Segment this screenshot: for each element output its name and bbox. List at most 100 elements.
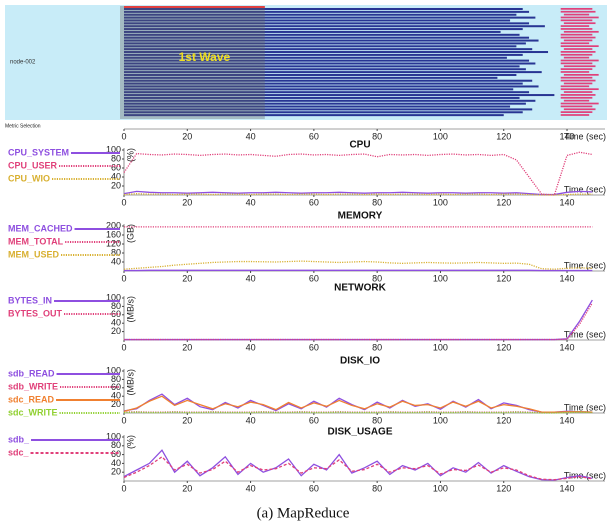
series-line — [123, 260, 593, 270]
reduce-task — [560, 59, 599, 62]
x-tick-label: 80 — [372, 415, 382, 425]
y-tick-label: 60 — [111, 162, 121, 172]
x-tick-label: 80 — [372, 483, 382, 493]
series-line — [123, 190, 593, 196]
series-line — [123, 395, 593, 413]
x-tick-label: 140 — [560, 197, 575, 207]
x-tick-label: 40 — [246, 415, 256, 425]
y-tick-label: 40 — [111, 391, 121, 401]
panel-title: MEMORY — [338, 211, 383, 222]
legend-label: sdb_WRITE — [8, 381, 58, 391]
y-tick-label: 100 — [106, 292, 121, 302]
map-task — [124, 85, 539, 88]
map-task — [124, 51, 549, 54]
legend-label: sdc_ — [8, 447, 30, 457]
caption: (a) MapReduce — [257, 505, 350, 521]
map-task — [124, 33, 520, 36]
map-task — [124, 99, 536, 102]
y-tick-label: 40 — [111, 256, 121, 266]
reduce-task — [560, 42, 590, 45]
x-tick-label: 80 — [372, 197, 382, 207]
map-task — [124, 45, 517, 48]
reduce-task — [560, 45, 599, 48]
x-tick-label: 0 — [121, 197, 126, 207]
reduce-task — [560, 8, 593, 10]
map-task — [124, 59, 530, 62]
map-task — [124, 88, 514, 91]
x-tick-label: 100 — [433, 415, 448, 425]
x-axis-label: Time (sec) — [564, 329, 606, 339]
x-tick-label: 100 — [433, 131, 448, 141]
reduce-task — [560, 33, 593, 36]
x-tick-label: 140 — [560, 273, 575, 283]
map-task — [124, 105, 511, 108]
reduce-task — [560, 94, 596, 96]
panel-title: DISK_IO — [340, 356, 380, 367]
map-task — [124, 19, 511, 22]
x-tick-label: 40 — [246, 483, 256, 493]
map-task — [124, 114, 504, 117]
series-line — [123, 449, 593, 481]
wave-highlight — [120, 6, 265, 119]
x-tick-label: 40 — [246, 131, 256, 141]
panel-title: DISK_USAGE — [327, 427, 392, 438]
map-task — [124, 42, 526, 45]
reduce-task — [563, 108, 596, 111]
reduce-task — [563, 65, 596, 68]
map-task — [124, 73, 517, 76]
map-task — [124, 91, 530, 94]
reduce-task — [560, 71, 590, 73]
x-tick-label: 0 — [121, 483, 126, 493]
map-task — [124, 39, 539, 42]
x-tick-label: 80 — [372, 131, 382, 141]
panel-title: NETWORK — [334, 283, 386, 294]
series-line — [124, 299, 593, 341]
series-line — [123, 151, 593, 196]
x-tick-label: 0 — [121, 342, 126, 352]
y-tick-label: 100 — [106, 365, 121, 375]
map-task — [124, 96, 520, 99]
x-tick-label: 40 — [246, 342, 256, 352]
y-unit: (%) — [125, 435, 135, 449]
map-task — [124, 111, 523, 114]
reduce-task — [563, 91, 593, 93]
reduce-task — [560, 102, 599, 105]
reduce-task — [560, 85, 590, 88]
reduce-task — [560, 36, 596, 39]
map-task — [124, 102, 526, 105]
x-tick-label: 120 — [496, 273, 511, 283]
x-tick-label: 20 — [182, 483, 192, 493]
reduce-task — [563, 48, 593, 50]
y-tick-label: 80 — [111, 374, 121, 384]
y-tick-label: 20 — [111, 467, 121, 477]
legend-label: BYTES_IN — [8, 295, 52, 305]
map-task — [124, 25, 545, 28]
legend-label: sdc_READ — [8, 394, 55, 404]
legend-label: MEM_USED — [8, 249, 60, 259]
x-tick-label: 60 — [309, 197, 319, 207]
legend-label: CPU_SYSTEM — [8, 147, 69, 157]
x-tick-label: 120 — [496, 342, 511, 352]
panel-title: CPU — [349, 140, 370, 151]
map-task — [124, 108, 533, 111]
x-tick-label: 120 — [496, 415, 511, 425]
x-tick-label: 0 — [121, 273, 126, 283]
map-task — [124, 8, 523, 11]
y-unit: (MB/s) — [125, 369, 135, 396]
x-tick-label: 140 — [560, 483, 575, 493]
y-tick-label: 40 — [111, 318, 121, 328]
metric-selection[interactable]: Metric Selection — [5, 123, 41, 129]
x-tick-label: 60 — [309, 131, 319, 141]
y-tick-label: 100 — [106, 144, 121, 154]
y-tick-label: 80 — [111, 301, 121, 311]
series-line — [123, 455, 593, 481]
map-task — [124, 65, 520, 68]
reduce-task — [563, 56, 590, 59]
y-tick-label: 80 — [111, 247, 121, 257]
map-task — [124, 56, 507, 59]
reduce-task — [560, 10, 596, 13]
x-tick-label: 20 — [182, 415, 192, 425]
map-task — [124, 13, 517, 16]
x-tick-label: 0 — [121, 131, 126, 141]
x-tick-label: 80 — [372, 273, 382, 283]
